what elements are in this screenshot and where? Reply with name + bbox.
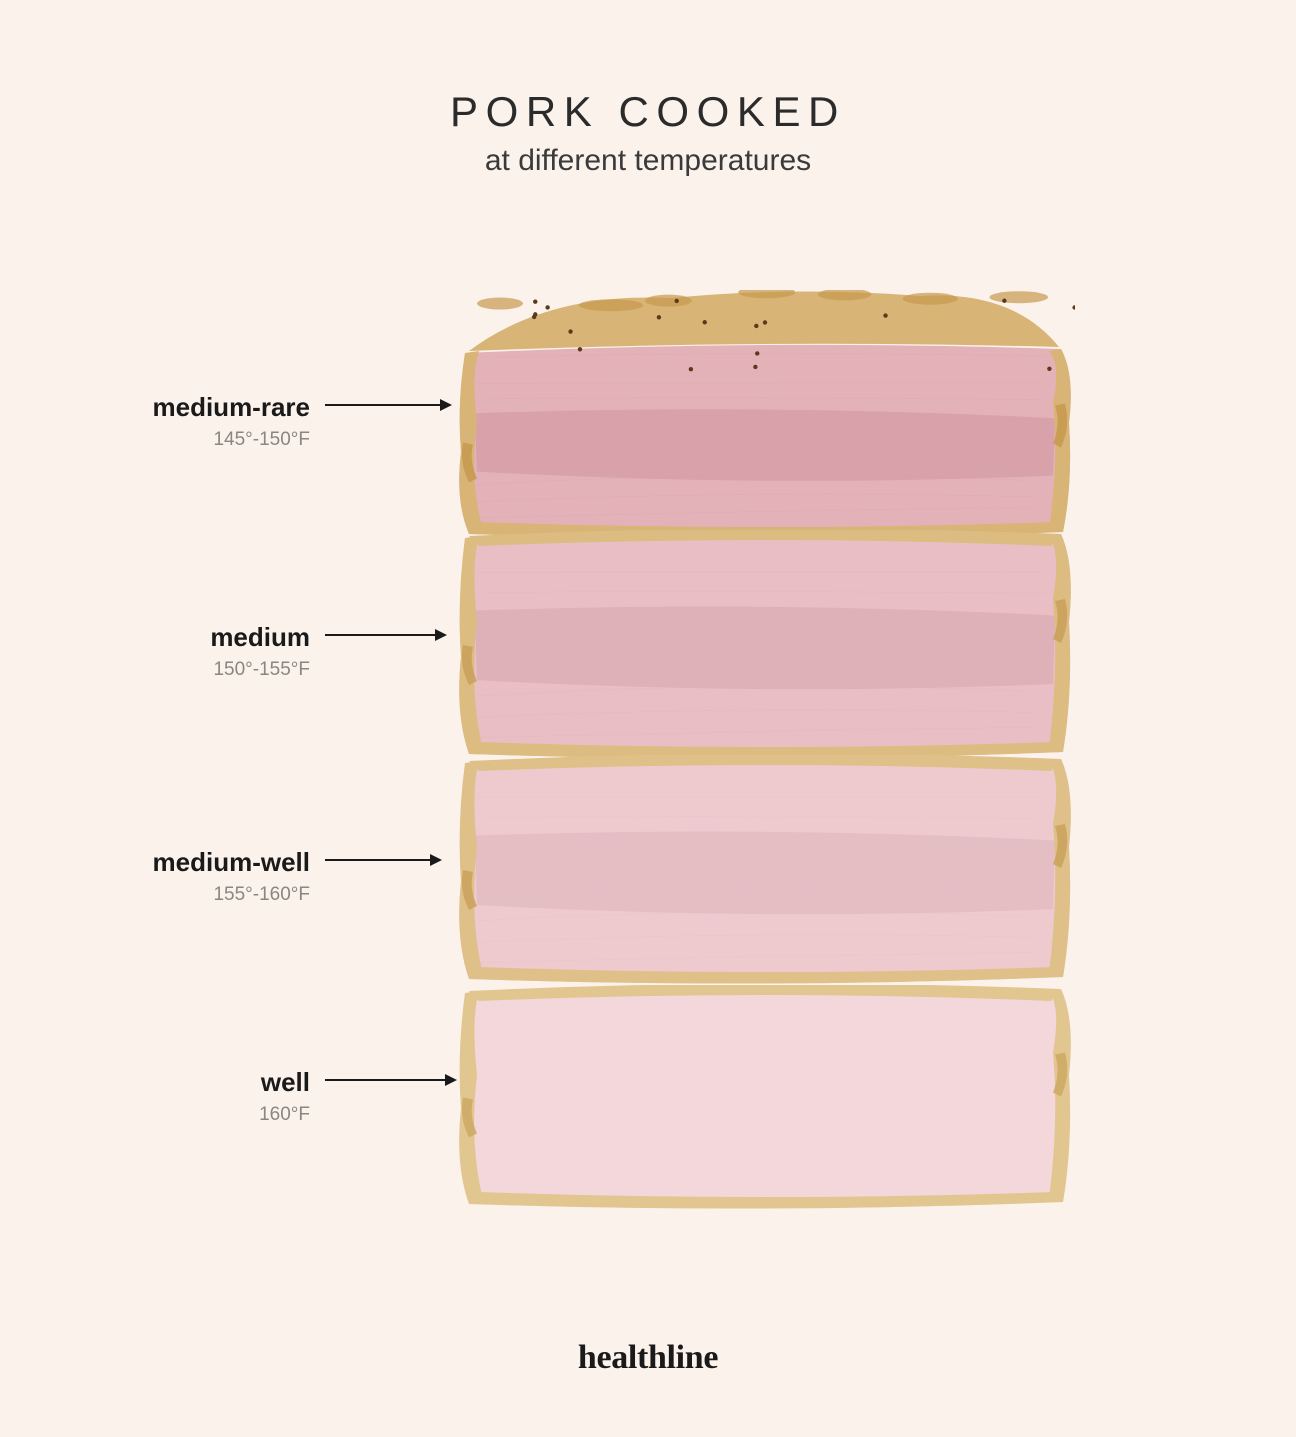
label-name-medium: medium — [50, 622, 310, 653]
label-medium: medium 150°-155°F — [50, 622, 310, 681]
label-temp-well: 160°F — [50, 1104, 310, 1126]
title-block: PORK COOKED at different temperatures — [0, 88, 1296, 178]
pork-slice-medium-rare — [455, 290, 1075, 540]
pork-slice-well — [455, 985, 1075, 1210]
title-main: PORK COOKED — [0, 88, 1296, 136]
label-temp-medium: 150°-155°F — [50, 659, 310, 681]
label-name-well: well — [50, 1067, 310, 1098]
label-temp-medium-rare: 145°-150°F — [50, 429, 310, 451]
label-temp-medium-well: 155°-160°F — [50, 884, 310, 906]
title-sub: at different temperatures — [0, 144, 1296, 178]
pointer-medium-rare — [325, 404, 450, 406]
pork-slice-medium — [455, 530, 1075, 760]
pointer-medium-well — [325, 859, 440, 861]
label-well: well 160°F — [50, 1067, 310, 1126]
label-medium-well: medium-well 155°-160°F — [50, 847, 310, 906]
pointer-well — [325, 1079, 455, 1081]
label-name-medium-well: medium-well — [50, 847, 310, 878]
pork-slice-medium-well — [455, 755, 1075, 985]
brand-logo: healthline — [0, 1339, 1296, 1377]
label-name-medium-rare: medium-rare — [50, 392, 310, 423]
infographic-canvas: PORK COOKED at different temperatures me… — [0, 0, 1296, 1437]
pointer-medium — [325, 634, 445, 636]
label-medium-rare: medium-rare 145°-150°F — [50, 392, 310, 451]
